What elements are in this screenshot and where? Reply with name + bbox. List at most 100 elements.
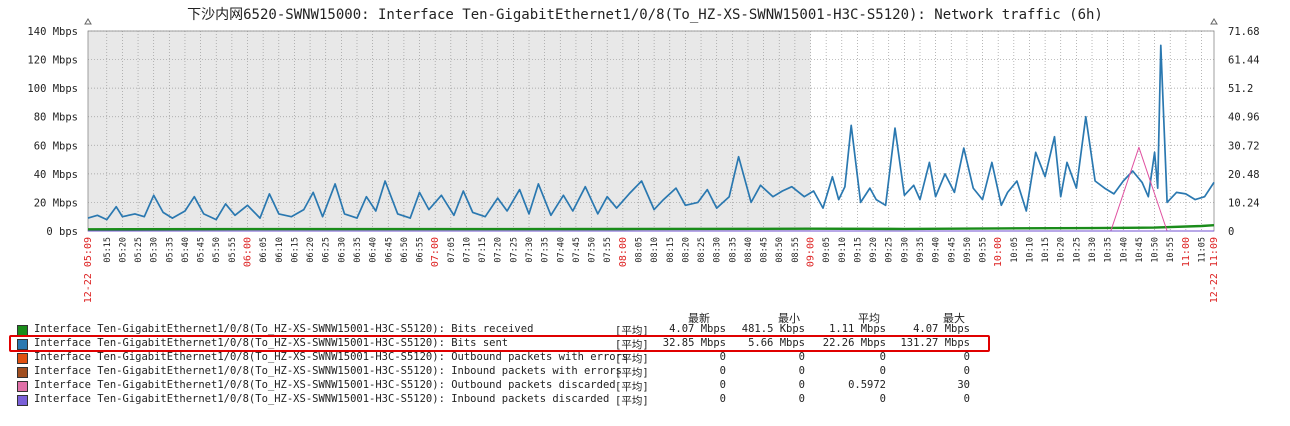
x-hour-tick-label: 09:00 xyxy=(806,237,817,267)
legend-last: 0 xyxy=(719,379,726,391)
legend-min: 481.5 Kbps xyxy=(741,323,805,335)
x-tick-label: 06:55 xyxy=(416,237,426,263)
legend-min: 0 xyxy=(798,365,805,377)
legend-max: 4.07 Mbps xyxy=(913,323,970,335)
left-axis-arrow-icon xyxy=(84,18,92,25)
x-tick-label: 06:50 xyxy=(400,237,410,263)
legend-max: 30 xyxy=(957,379,970,391)
x-hour-tick-label: 06:00 xyxy=(243,237,254,267)
x-tick-label: 10:10 xyxy=(1025,237,1035,263)
x-hour-tick-label: 11:00 xyxy=(1181,237,1192,267)
x-tick-label: 08:25 xyxy=(697,237,707,263)
x-tick-label: 08:20 xyxy=(681,237,691,263)
x-end-label: 12-22 11:09 xyxy=(1209,237,1220,303)
y-right-tick-label: 0 xyxy=(1228,226,1234,238)
legend-row: Interface Ten-GigabitEthernet1/0/8(To_HZ… xyxy=(0,365,1290,379)
legend-header-max: 最大 xyxy=(943,312,965,325)
traffic-chart: 0 bps 20 Mbps 40 Mbps 60 Mbps 80 Mbps 100 Mbp… xyxy=(27,18,1260,303)
x-tick-label: 09:30 xyxy=(900,237,910,263)
x-tick-label: 06:10 xyxy=(275,237,285,263)
x-tick-label: 07:35 xyxy=(541,237,551,263)
legend-series-name: Interface Ten-GigabitEthernet1/0/8(To_HZ… xyxy=(34,379,616,391)
x-tick-label: 07:50 xyxy=(588,237,598,263)
legend-max: 0 xyxy=(963,365,970,377)
x-tick-label: 07:05 xyxy=(447,237,457,263)
legend-function: [平均] xyxy=(615,339,649,351)
legend-avg: 0.5972 xyxy=(848,379,886,391)
x-hour-tick-label: 07:00 xyxy=(430,237,441,267)
x-tick-label: 05:40 xyxy=(181,237,191,263)
highlight-box xyxy=(9,335,990,352)
series-line-1 xyxy=(87,224,1215,231)
y-right-tick-label: 40.96 xyxy=(1228,112,1260,124)
legend-swatch xyxy=(17,367,28,378)
y-left-tick-label: 140 Mbps xyxy=(27,26,78,38)
y-left-tick-label: 60 Mbps xyxy=(34,140,78,152)
y-right-tick-label: 71.68 xyxy=(1228,26,1260,38)
x-tick-label: 08:55 xyxy=(791,237,801,263)
legend-last: 4.07 Mbps xyxy=(669,323,726,335)
x-tick-label: 08:35 xyxy=(728,237,738,263)
y-left-tick-label: 80 Mbps xyxy=(34,112,78,124)
legend-series-name: Interface Ten-GigabitEthernet1/0/8(To_HZ… xyxy=(34,323,534,335)
legend-row: Interface Ten-GigabitEthernet1/0/8(To_HZ… xyxy=(0,379,1290,393)
legend-function: [平均] xyxy=(615,395,649,407)
x-tick-label: 09:20 xyxy=(869,237,879,263)
y-right-tick-label: 10.24 xyxy=(1228,197,1260,209)
legend-last: 0 xyxy=(719,365,726,377)
legend-min: 5.66 Mbps xyxy=(748,337,805,349)
x-tick-label: 05:55 xyxy=(228,237,238,263)
legend-avg: 0 xyxy=(879,393,886,405)
x-tick-label: 08:40 xyxy=(744,237,754,263)
legend-row: Interface Ten-GigabitEthernet1/0/8(To_HZ… xyxy=(0,351,1290,365)
x-start-label: 12-22 05:09 xyxy=(83,237,94,303)
x-tick-label: 10:35 xyxy=(1104,237,1114,263)
x-tick-label: 06:25 xyxy=(322,237,332,263)
y-right-tick-label: 61.44 xyxy=(1228,55,1260,67)
x-tick-label: 07:55 xyxy=(603,237,613,263)
x-tick-label: 06:45 xyxy=(384,237,394,263)
x-tick-label: 10:50 xyxy=(1151,237,1161,263)
y-right-tick-label: 30.72 xyxy=(1228,140,1260,152)
legend-max: 131.27 Mbps xyxy=(900,337,970,349)
x-tick-label: 06:40 xyxy=(369,237,379,263)
x-tick-label: 08:10 xyxy=(650,237,660,263)
x-tick-label: 09:10 xyxy=(838,237,848,263)
x-tick-label: 09:50 xyxy=(963,237,973,263)
legend-max: 0 xyxy=(963,393,970,405)
y-left-tick-label: 0 bps xyxy=(46,226,78,238)
x-tick-label: 07:45 xyxy=(572,237,582,263)
x-tick-label: 09:45 xyxy=(947,237,957,263)
legend-header-min: 最小 xyxy=(778,312,800,325)
x-tick-label: 07:20 xyxy=(494,237,504,263)
legend-min: 0 xyxy=(798,393,805,405)
x-tick-label: 05:30 xyxy=(150,237,160,263)
legend-max: 0 xyxy=(963,351,970,363)
y-left-tick-label: 120 Mbps xyxy=(27,55,78,67)
legend-header-last: 最新 xyxy=(688,312,710,325)
y-left-tick-label: 40 Mbps xyxy=(34,169,78,181)
x-tick-label: 10:15 xyxy=(1041,237,1051,263)
legend-swatch xyxy=(17,339,28,350)
x-tick-label: 10:45 xyxy=(1135,237,1145,263)
legend-series-name: Interface Ten-GigabitEthernet1/0/8(To_HZ… xyxy=(34,337,509,349)
legend-swatch xyxy=(17,395,28,406)
x-tick-label: 05:15 xyxy=(103,237,113,263)
x-tick-label: 06:05 xyxy=(259,237,269,263)
legend-avg: 22.26 Mbps xyxy=(822,337,886,349)
legend-min: 0 xyxy=(798,379,805,391)
x-tick-label: 08:45 xyxy=(760,237,770,263)
x-tick-label: 06:15 xyxy=(290,237,300,263)
x-tick-label: 08:50 xyxy=(775,237,785,263)
x-tick-label: 06:30 xyxy=(337,237,347,263)
x-tick-label: 10:30 xyxy=(1088,237,1098,263)
y-right-tick-label: 51.2 xyxy=(1228,83,1253,95)
legend-avg: 0 xyxy=(879,351,886,363)
legend-last: 0 xyxy=(719,393,726,405)
x-tick-label: 05:50 xyxy=(212,237,222,263)
x-hour-tick-label: 10:00 xyxy=(993,237,1004,267)
x-tick-label: 09:35 xyxy=(916,237,926,263)
legend-row: Interface Ten-GigabitEthernet1/0/8(To_HZ… xyxy=(0,337,1290,351)
x-tick-label: 10:20 xyxy=(1057,237,1067,263)
x-tick-label: 08:15 xyxy=(666,237,676,263)
